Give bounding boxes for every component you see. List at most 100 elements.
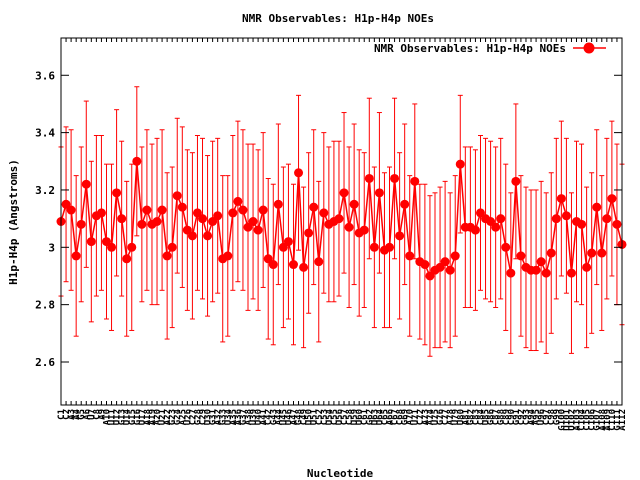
x-tick-label: U40 xyxy=(254,409,264,425)
y-tick-label: 3.4 xyxy=(35,127,55,140)
x-tick-label: U56 xyxy=(335,409,345,425)
data-point xyxy=(385,242,395,252)
data-point xyxy=(248,217,258,226)
data-point xyxy=(309,202,319,212)
x-tick-label: C1 xyxy=(57,409,67,420)
x-tick-label: C67 xyxy=(391,409,401,425)
x-tick-label: G111 xyxy=(613,409,623,431)
x-tick-label: C93 xyxy=(522,409,532,425)
data-point xyxy=(172,191,182,201)
x-tick-label: G99 xyxy=(552,409,562,425)
x-tick-label: C106 xyxy=(588,409,598,431)
x-tick-label: U101 xyxy=(562,409,572,431)
data-point xyxy=(516,251,526,261)
data-point xyxy=(304,228,314,238)
x-tick-label: U7 xyxy=(87,409,97,420)
data-point xyxy=(96,208,106,218)
data-point xyxy=(107,242,117,252)
data-point xyxy=(582,262,592,272)
data-point xyxy=(501,242,511,252)
data-point xyxy=(577,219,587,229)
x-tick-label: U45 xyxy=(279,409,289,425)
x-tick-label: A10 xyxy=(102,409,112,425)
x-tick-label: A94 xyxy=(527,408,537,425)
x-tick-label: G62 xyxy=(365,409,375,425)
x-tick-label: U14 xyxy=(123,408,133,425)
data-point xyxy=(76,219,86,229)
data-point xyxy=(405,251,415,261)
x-tick-label: C55 xyxy=(330,409,340,425)
x-tick-label: C110 xyxy=(608,409,618,431)
data-point xyxy=(314,257,324,267)
x-tick-label: U85 xyxy=(482,409,492,425)
data-point xyxy=(587,248,597,258)
x-tick-label: U96 xyxy=(537,409,547,425)
data-point xyxy=(556,194,566,204)
x-tick-label: C8 xyxy=(92,409,102,420)
x-tick-label: U80 xyxy=(456,409,466,425)
data-point xyxy=(440,257,450,267)
x-tick-label: U12 xyxy=(113,409,123,425)
data-point xyxy=(470,225,480,235)
y-tick-label: 2.6 xyxy=(35,356,55,369)
data-point xyxy=(597,248,607,258)
x-tick-label: A20 xyxy=(153,409,163,425)
data-point xyxy=(541,268,551,278)
data-point xyxy=(137,219,147,229)
x-tick-label: A109 xyxy=(603,409,613,431)
x-axis-label: Nucleotide xyxy=(307,467,374,480)
x-tick-label: U51 xyxy=(310,409,320,425)
data-point xyxy=(374,188,384,198)
data-point xyxy=(268,260,278,270)
data-point xyxy=(258,205,268,215)
x-axis: C1C2A3A4G5A6U7C8A9A10U11U12G13U14G15G16U… xyxy=(57,38,628,431)
x-tick-label: U79 xyxy=(451,409,461,425)
data-point xyxy=(117,214,127,224)
data-point xyxy=(228,208,238,218)
x-tick-label: A3 xyxy=(67,409,77,420)
data-point xyxy=(187,231,197,241)
data-point xyxy=(344,222,354,232)
x-tick-label: C92 xyxy=(517,409,527,425)
data-point xyxy=(511,176,521,186)
x-tick-label: A38 xyxy=(244,409,254,425)
data-point xyxy=(359,225,369,235)
plot-area xyxy=(56,86,627,357)
data-point xyxy=(288,260,298,270)
data-point xyxy=(299,262,309,272)
x-tick-label: U59 xyxy=(350,409,360,425)
x-tick-label: G24 xyxy=(173,408,183,425)
x-tick-label: U34 xyxy=(224,408,234,425)
data-point xyxy=(142,205,152,215)
data-point xyxy=(400,199,410,209)
data-point xyxy=(132,156,142,166)
data-point xyxy=(602,214,612,224)
x-tick-label: A9 xyxy=(97,409,107,420)
y-axis: 2.6 2.8 3 3.2 3.4 3.6 xyxy=(35,69,622,369)
x-tick-label: G82 xyxy=(466,409,476,425)
x-tick-label: A66 xyxy=(386,409,396,425)
data-point xyxy=(253,225,263,235)
plot-frame xyxy=(60,37,623,406)
data-point xyxy=(122,254,132,264)
data-point xyxy=(86,237,96,247)
x-tick-label: U60 xyxy=(355,409,365,425)
x-tick-label: C90 xyxy=(507,409,517,425)
x-tick-label: U50 xyxy=(305,409,315,425)
x-tick-label: C53 xyxy=(320,409,330,425)
data-point xyxy=(223,251,233,261)
x-tick-label: U30 xyxy=(204,409,214,425)
data-point xyxy=(162,251,172,261)
x-tick-label: C61 xyxy=(360,409,370,425)
data-point xyxy=(339,188,349,198)
x-tick-label: G76 xyxy=(436,409,446,425)
data-point xyxy=(157,205,167,215)
y-tick-label: 3.2 xyxy=(35,184,55,197)
x-tick-label: C2 xyxy=(62,409,72,420)
x-tick-label: U39 xyxy=(249,409,259,425)
data-point xyxy=(112,188,122,198)
x-tick-label: U11 xyxy=(108,409,118,425)
data-point xyxy=(364,173,374,183)
data-point xyxy=(561,211,571,221)
